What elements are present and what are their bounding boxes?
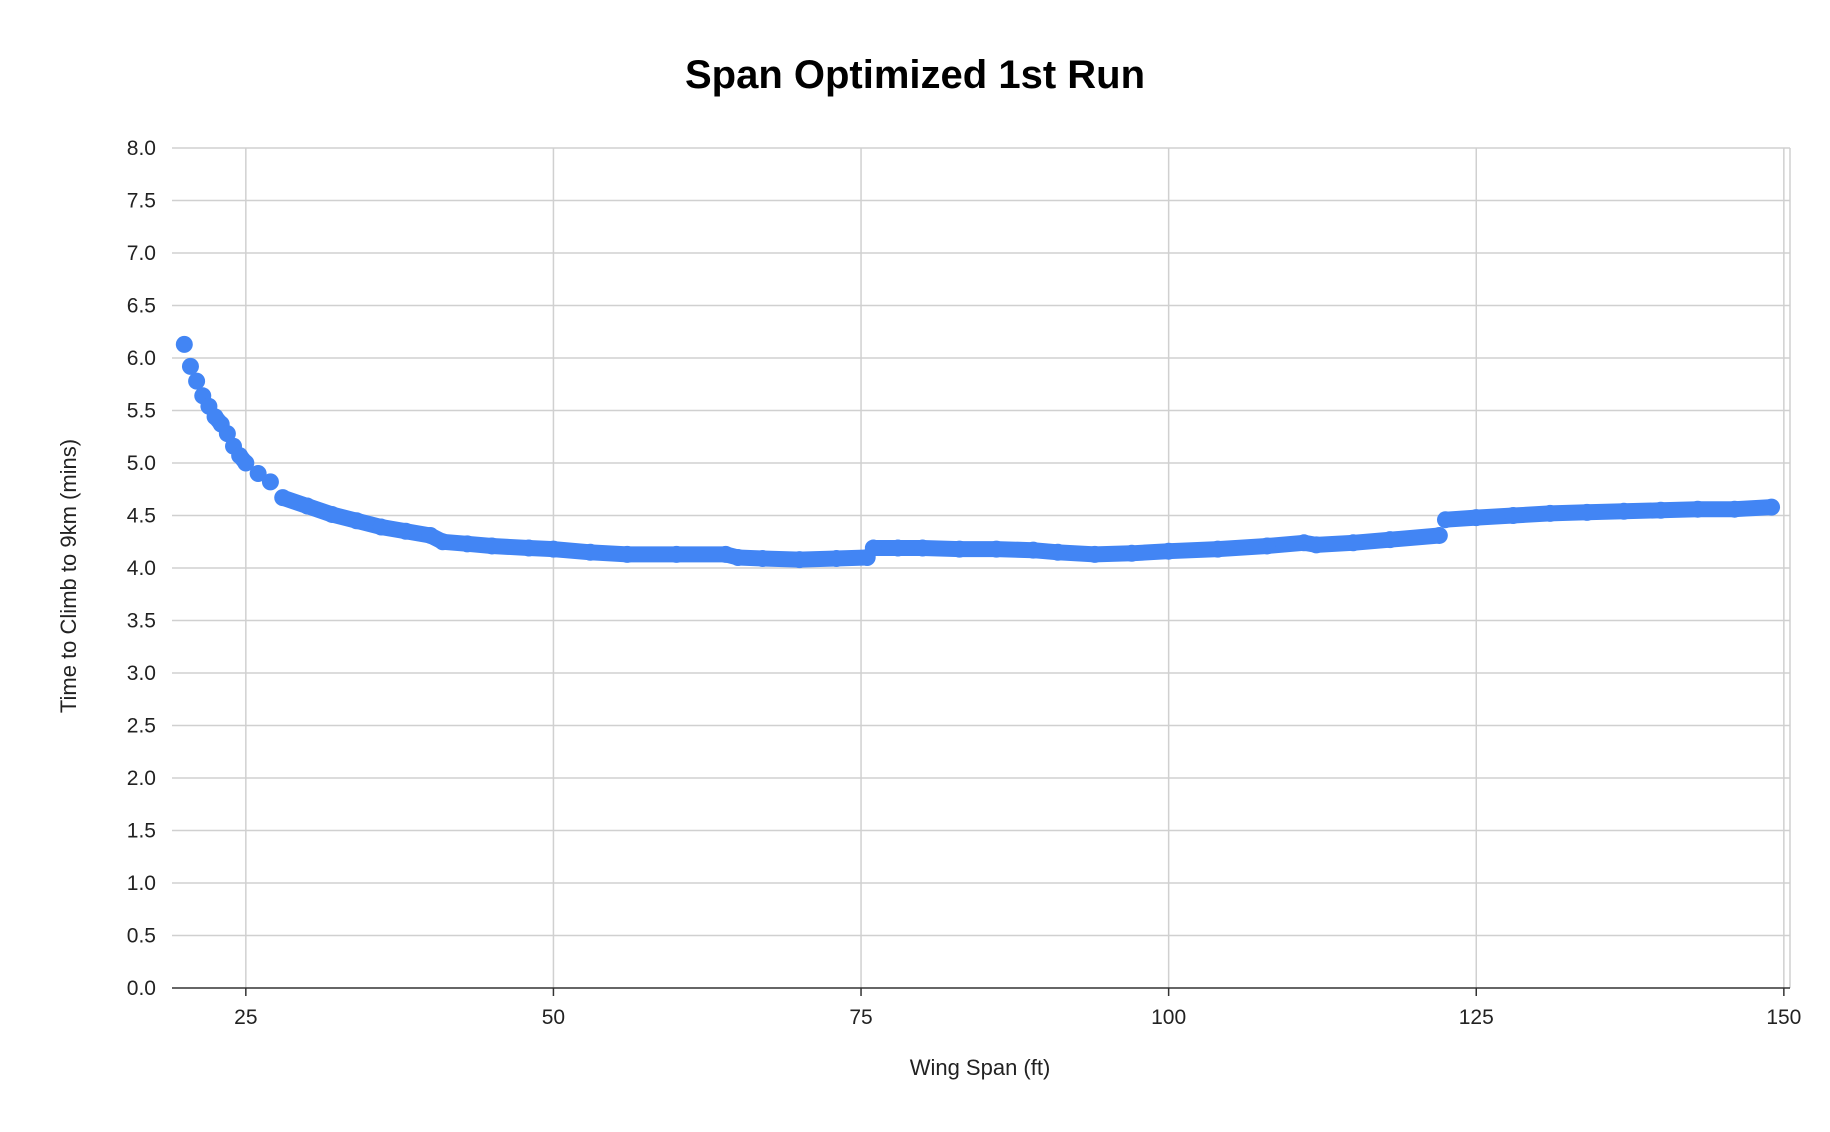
y-tick-label: 5.0 (127, 452, 156, 475)
y-tick-label: 1.5 (127, 820, 156, 843)
data-point (434, 533, 452, 551)
data-point (188, 372, 206, 390)
data-point (864, 539, 882, 557)
x-tick-label: 50 (542, 1006, 565, 1029)
x-tick-label: 25 (234, 1006, 257, 1029)
data-point (1307, 536, 1325, 554)
data-point (950, 540, 968, 558)
y-tick-label: 3.5 (127, 610, 156, 633)
x-axis-title: Wing Span (ft) (910, 1055, 1051, 1080)
data-point (1258, 537, 1276, 555)
data-points (175, 335, 1781, 569)
data-point (1123, 544, 1141, 562)
y-tick-label: 0.0 (127, 977, 156, 1000)
y-tick-label: 4.0 (127, 557, 156, 580)
data-point (175, 335, 193, 353)
data-point (1578, 503, 1596, 521)
data-point (754, 550, 772, 568)
data-point (1344, 534, 1362, 552)
x-tick-label: 125 (1459, 1006, 1494, 1029)
data-point (1652, 501, 1670, 519)
data-point (458, 535, 476, 553)
data-point (1160, 542, 1178, 560)
data-point (914, 539, 932, 557)
data-point (544, 540, 562, 558)
data-point (1615, 502, 1633, 520)
data-point (323, 505, 341, 523)
data-point (249, 465, 267, 482)
y-axis-ticks: 0.0 0.5 1.0 1.5 2.0 2.5 3.0 3.5 4.0 4.5 5.0 5.5 6.0 6… (127, 137, 156, 1000)
data-point (218, 425, 236, 443)
data-point (1467, 509, 1485, 527)
data-point (181, 357, 199, 375)
data-point (1763, 498, 1781, 516)
data-point (1436, 511, 1454, 529)
y-tick-label: 5.5 (127, 400, 156, 423)
data-point (483, 537, 501, 555)
data-point (618, 545, 636, 563)
grid-lines (172, 147, 1791, 988)
data-point (520, 539, 538, 557)
x-tick-label: 100 (1151, 1006, 1186, 1029)
data-point (1049, 543, 1067, 561)
y-axis-title: Time to Climb to 9km (mins) (56, 439, 81, 713)
data-point (1381, 531, 1399, 549)
data-point (1541, 504, 1559, 522)
y-tick-label: 7.0 (127, 242, 156, 265)
data-point (791, 551, 809, 569)
y-tick-label: 0.5 (127, 925, 156, 948)
y-tick-label: 4.5 (127, 505, 156, 528)
y-tick-label: 6.0 (127, 347, 156, 370)
data-point (348, 512, 366, 530)
data-point (261, 473, 279, 491)
data-point (1430, 526, 1448, 544)
x-tick-label: 150 (1766, 1006, 1801, 1029)
y-tick-label: 7.5 (127, 190, 156, 213)
data-point (889, 539, 907, 557)
chart-title: Span Optimized 1st Run (685, 53, 1145, 97)
data-point (1024, 541, 1042, 559)
y-tick-label: 8.0 (127, 137, 156, 160)
data-point (1726, 500, 1744, 518)
data-point (1504, 507, 1522, 524)
x-tick-label: 75 (849, 1006, 872, 1029)
data-point (987, 540, 1005, 558)
y-tick-label: 1.0 (127, 872, 156, 895)
data-point (274, 489, 292, 507)
data-point (581, 543, 599, 561)
data-point (298, 497, 316, 515)
data-point (1209, 540, 1227, 558)
y-tick-label: 2.5 (127, 715, 156, 738)
y-tick-label: 2.0 (127, 767, 156, 790)
data-point (397, 522, 415, 540)
data-point (827, 550, 845, 568)
x-axis-ticks: 25 50 75 100 125 150 (234, 1006, 1801, 1029)
axes (172, 987, 1790, 996)
y-tick-label: 3.0 (127, 662, 156, 685)
data-point (1689, 500, 1707, 518)
data-point (1086, 545, 1104, 563)
data-point (372, 518, 390, 536)
data-point (667, 545, 685, 563)
data-point (729, 549, 747, 566)
data-point (237, 454, 255, 472)
y-tick-label: 6.5 (127, 295, 156, 318)
